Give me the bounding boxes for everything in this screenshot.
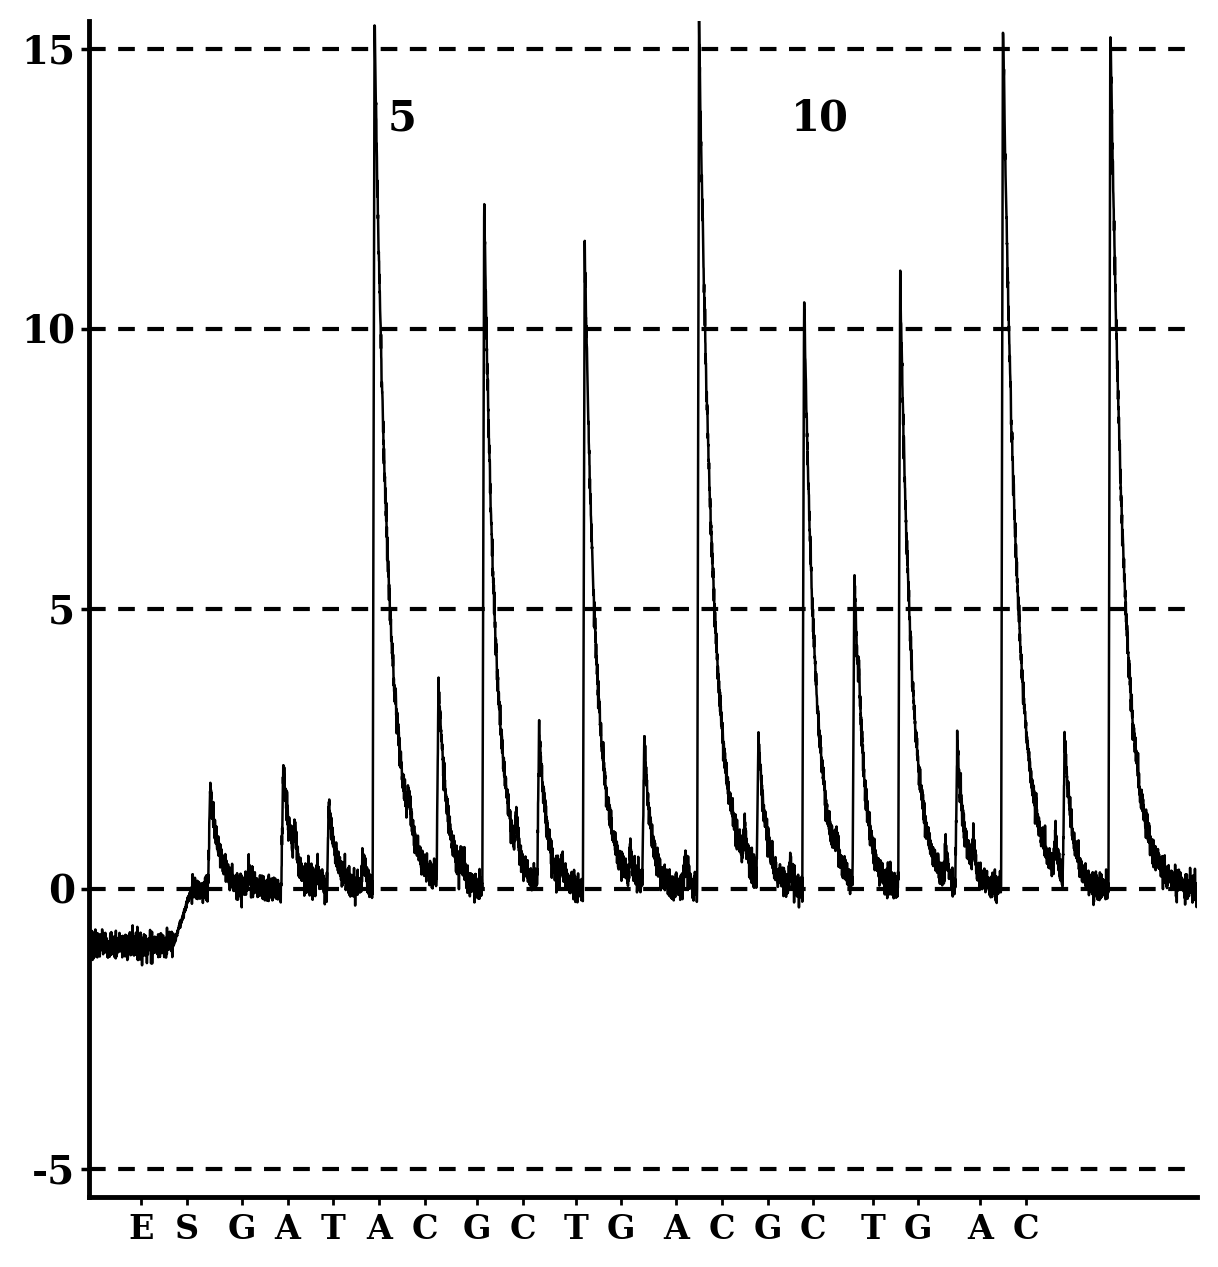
Text: 10: 10	[792, 98, 849, 139]
Text: 5: 5	[387, 98, 417, 139]
